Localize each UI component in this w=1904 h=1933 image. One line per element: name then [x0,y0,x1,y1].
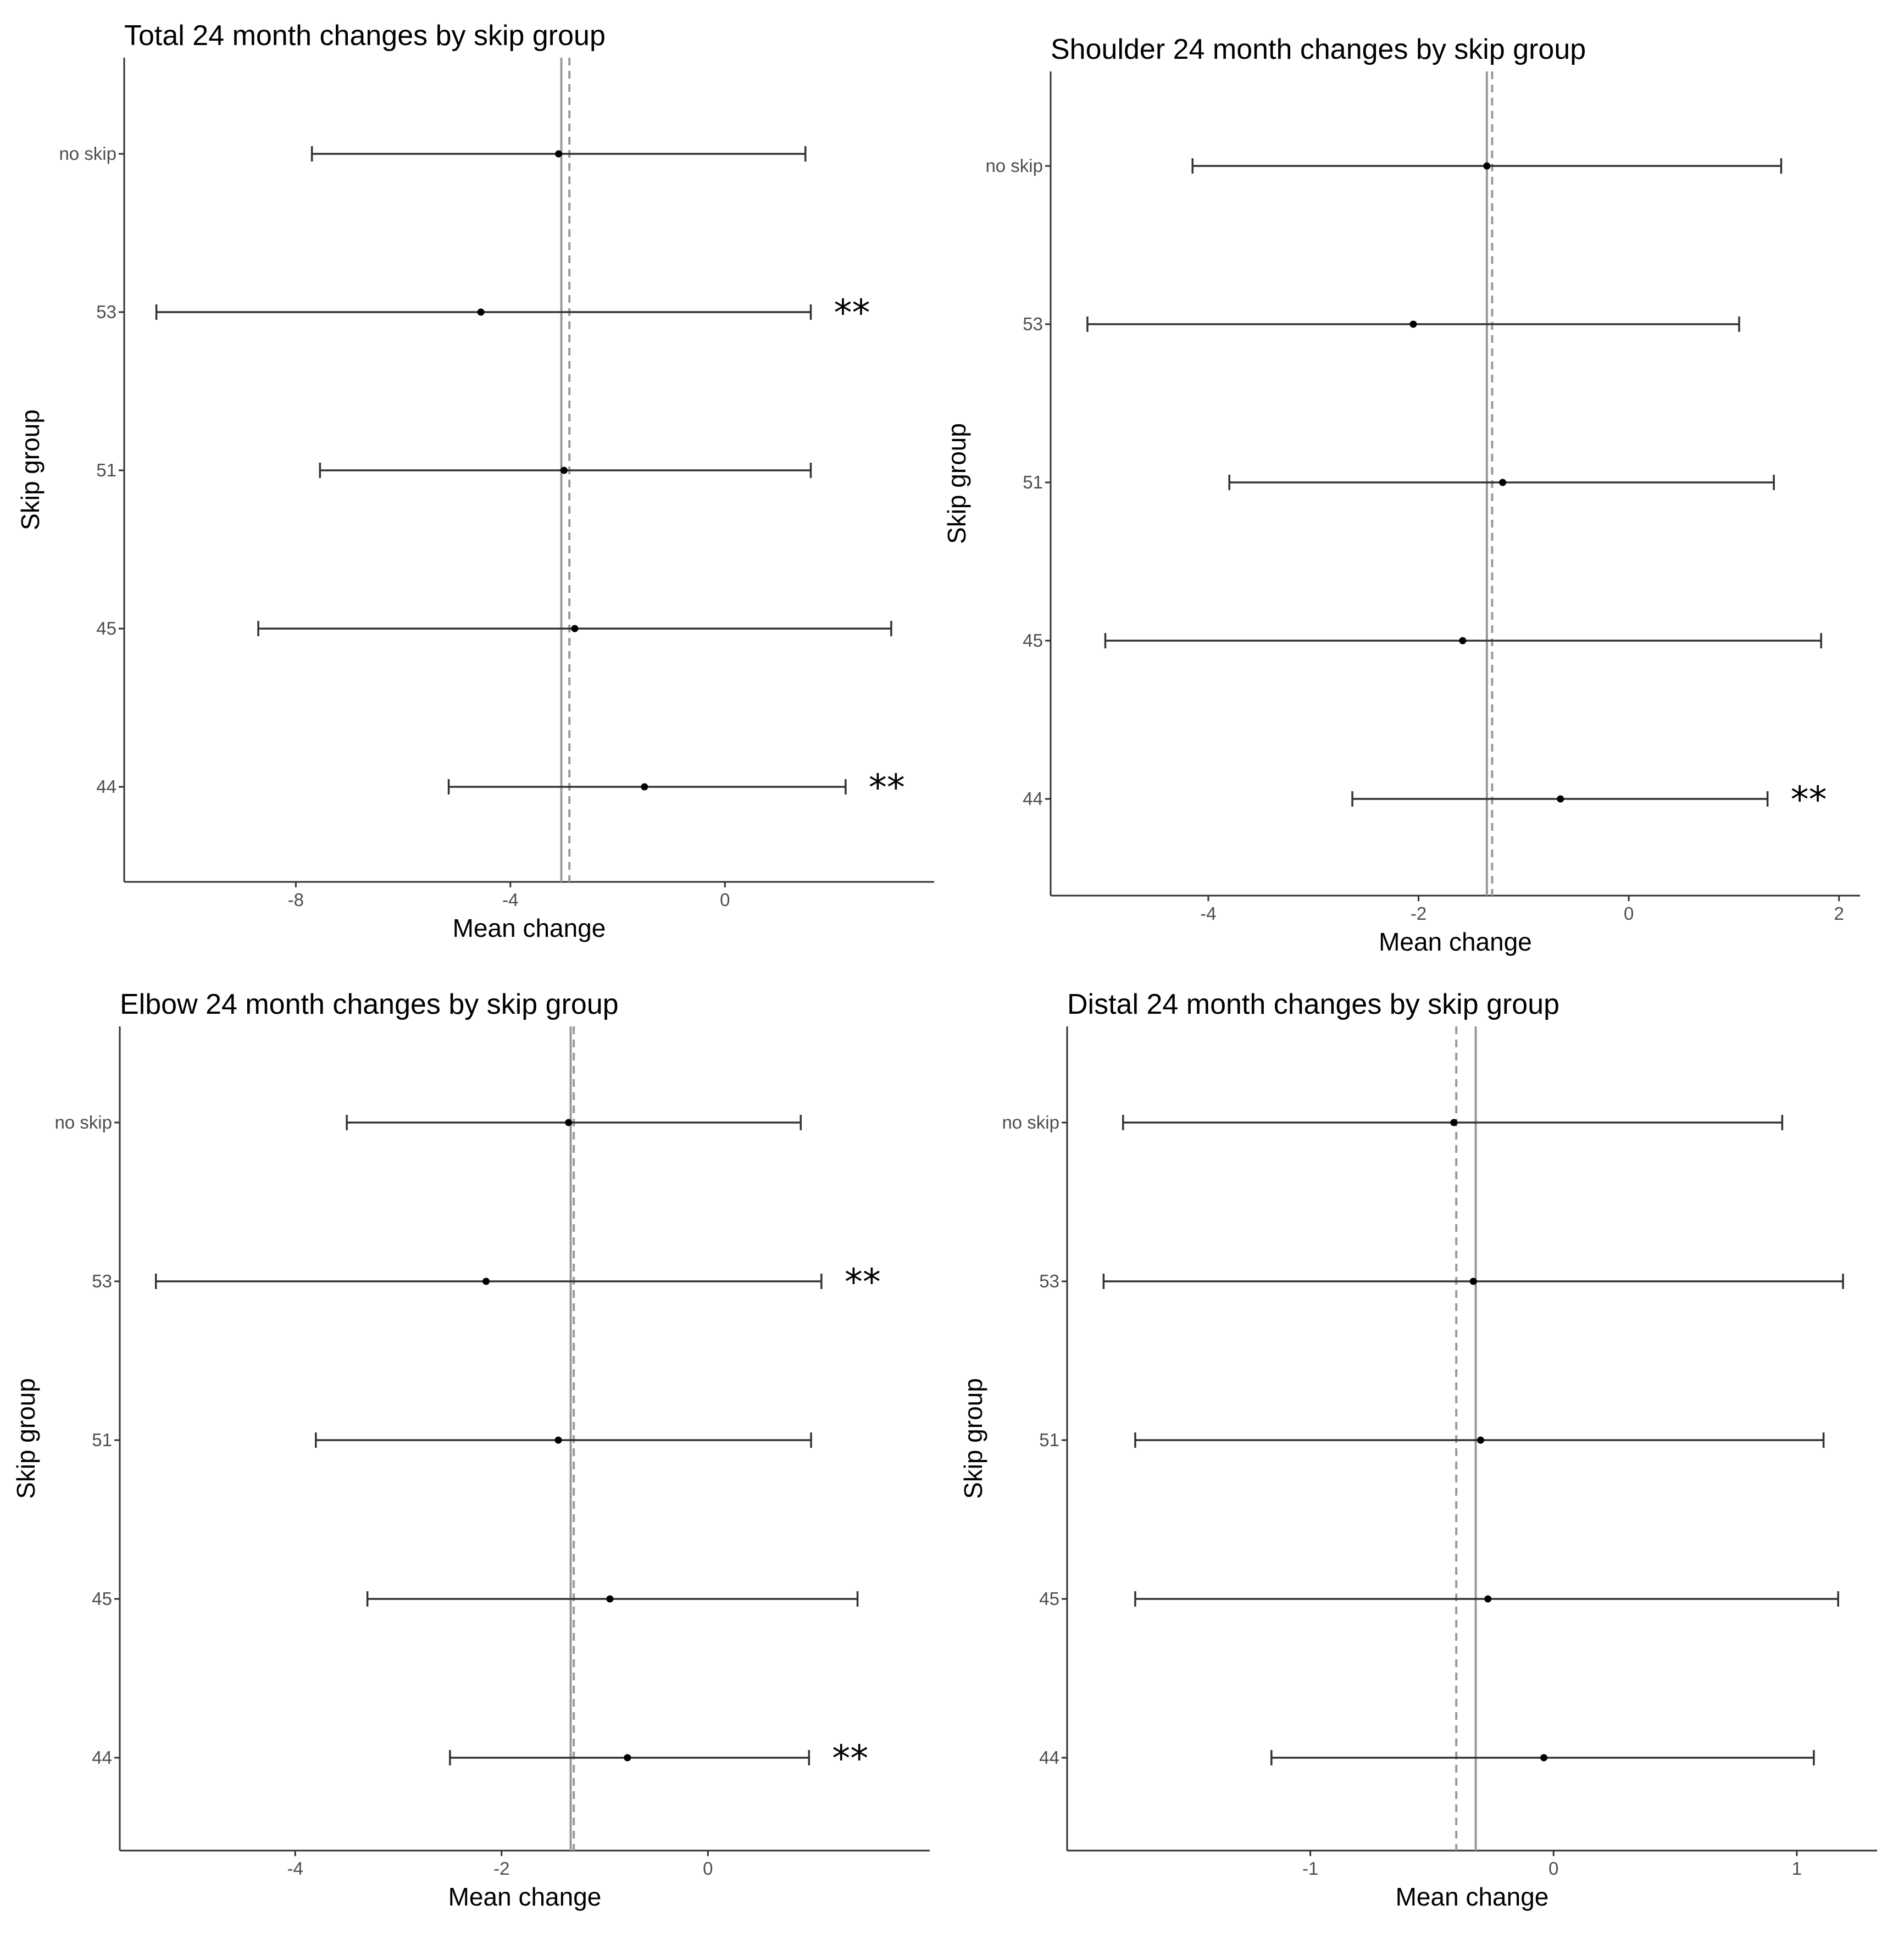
significance-marker: ** [869,766,905,809]
error-bar-no-skip [346,1115,802,1130]
x-tick-label: -2 [493,1858,509,1879]
x-tick-label: 0 [1548,1858,1558,1879]
mean-point [555,150,563,158]
chart-title: Elbow 24 month changes by skip group [120,988,619,1020]
mean-point [1540,1754,1548,1762]
y-tick-label: no skip [59,143,116,164]
error-bar-53 [1102,1274,1844,1289]
mean-point [1476,1436,1484,1444]
y-axis-title: Skip group [959,1378,987,1499]
chart-title: Distal 24 month changes by skip group [1067,988,1559,1020]
mean-point [554,1436,562,1444]
error-bar-51 [1134,1432,1825,1448]
panel-2: Shoulder 24 month changes by skip group -… [942,34,1860,956]
mean-point [560,466,568,474]
mean-point [624,1754,631,1762]
x-tick-label: -1 [1302,1858,1318,1879]
panel-1: Total 24 month changes by skip group -8 -4… [16,20,934,942]
error-bar-45 [1104,633,1822,648]
error-bar-53: ** [155,292,870,334]
error-bar-44 [1270,1750,1815,1765]
x-tick-label: -2 [1411,903,1426,924]
y-tick-label: 44 [1023,788,1043,809]
mean-point [1557,795,1564,803]
mean-point [1450,1119,1458,1126]
error-bar-45 [1134,1591,1839,1607]
mean-point [477,308,485,316]
mean-point [1459,637,1467,645]
mean-point [606,1595,614,1603]
significance-marker: ** [845,1261,881,1303]
y-tick-label: 44 [92,1747,112,1768]
x-tick-label: 0 [703,1858,713,1879]
x-tick-label: -4 [287,1858,303,1879]
y-tick-label: no skip [1002,1112,1059,1132]
x-tick-label: -4 [502,890,518,910]
y-tick-label: 51 [96,460,116,480]
x-axis-title: Mean change [448,1882,602,1911]
y-tick-label: 45 [1039,1588,1059,1609]
error-bar-44: ** [1351,779,1827,821]
chart-title: Total 24 month changes by skip group [124,20,606,52]
significance-marker: ** [1791,779,1827,821]
mean-point [1409,320,1417,328]
error-bar-51 [319,463,812,478]
error-bar-53: ** [154,1261,881,1303]
panel-3: Elbow 24 month changes by skip group -4 -2… [12,988,930,1911]
x-axis-title: Mean change [453,914,606,942]
mean-point [565,1119,573,1126]
x-tick-label: 1 [1792,1858,1802,1879]
y-tick-label: 45 [1023,630,1043,651]
error-bar-no-skip [1191,158,1783,174]
mean-point [482,1277,490,1285]
error-bar-51 [315,1432,812,1448]
y-tick-label: 53 [92,1271,112,1291]
y-tick-label: 45 [96,618,116,638]
x-axis-title: Mean change [1396,1882,1549,1911]
y-tick-label: 53 [1023,314,1043,334]
mean-point [1483,162,1491,170]
error-bar-no-skip [310,146,807,162]
y-tick-label: 45 [92,1588,112,1609]
y-tick-label: 53 [96,302,116,322]
x-axis-title: Mean change [1379,927,1532,956]
error-bar-53 [1086,316,1740,332]
mean-point [1484,1595,1492,1603]
mean-point [1499,479,1507,486]
x-tick-label: -8 [288,890,304,910]
panel-4: Distal 24 month changes by skip group -1 0… [959,988,1877,1911]
mean-point [641,783,648,791]
y-axis-title: Skip group [16,409,45,530]
y-tick-label: 44 [1039,1747,1059,1768]
x-tick-label: 0 [1624,903,1634,924]
error-bar-51 [1228,475,1775,490]
mean-point [1469,1277,1477,1285]
x-tick-label: -4 [1200,903,1216,924]
significance-marker: ** [832,1737,868,1780]
chart-title: Shoulder 24 month changes by skip group [1051,34,1586,65]
y-axis-title: Skip group [12,1378,40,1499]
y-tick-label: 51 [92,1430,112,1450]
x-tick-label: 0 [720,890,730,910]
y-tick-label: no skip [54,1112,112,1132]
y-tick-label: 44 [96,776,116,797]
y-tick-label: 51 [1039,1430,1059,1450]
x-tick-label: 2 [1834,903,1844,924]
significance-marker: ** [834,292,870,334]
error-bar-no-skip [1122,1115,1784,1130]
y-axis-title: Skip group [942,423,971,544]
y-tick-label: 51 [1023,472,1043,492]
y-tick-label: no skip [985,155,1043,176]
error-bar-44: ** [449,1737,868,1780]
error-bar-44: ** [447,766,905,809]
mean-point [571,625,579,632]
y-tick-label: 53 [1039,1271,1059,1291]
error-bar-45 [366,1591,859,1607]
error-bar-45 [257,621,892,636]
